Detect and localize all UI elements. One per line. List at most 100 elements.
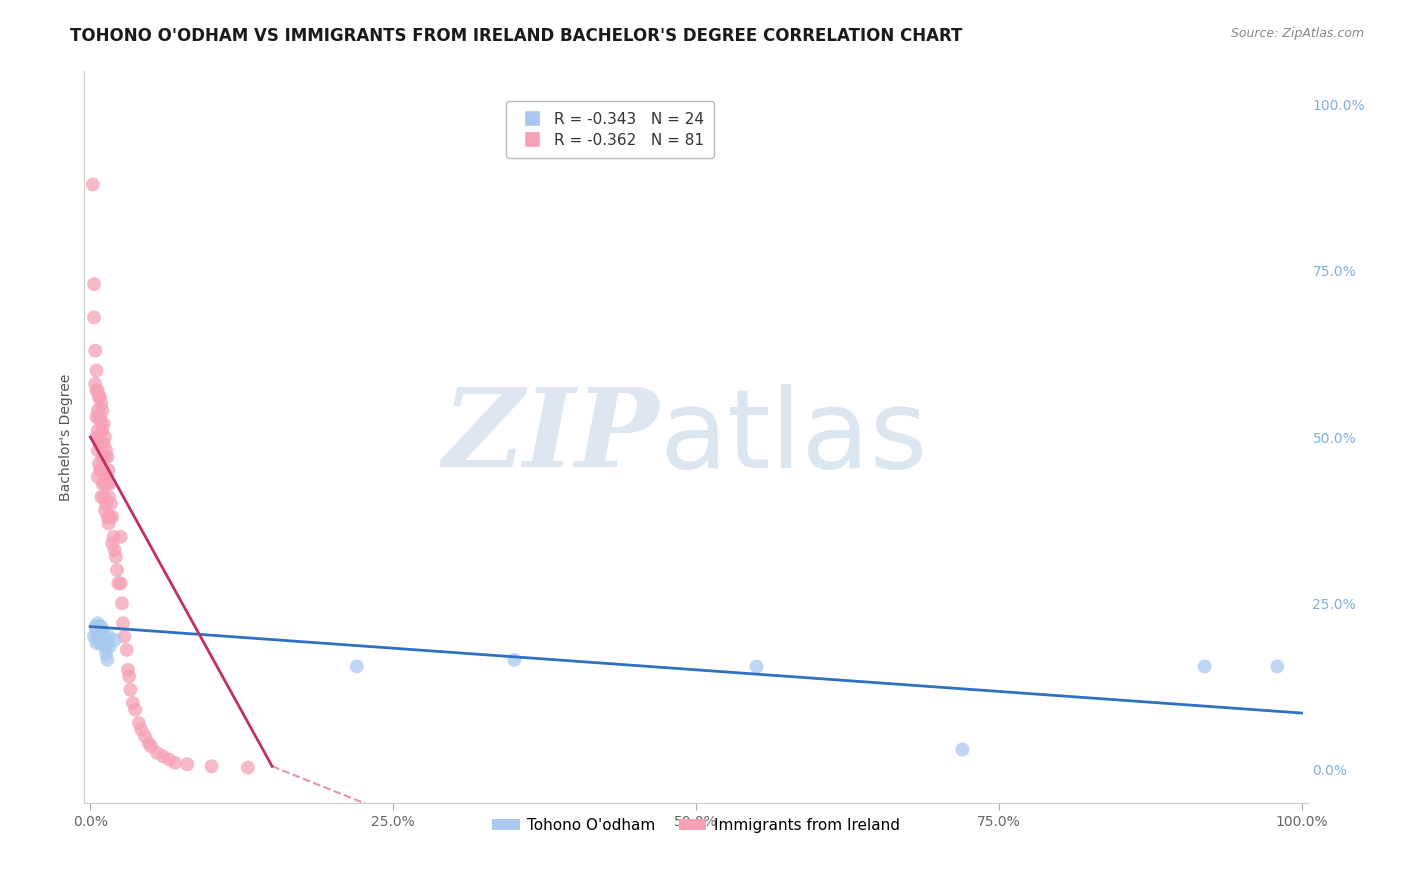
Point: [112, 630, 135, 644]
Point: [94, 450, 117, 464]
Point: [86, 443, 108, 458]
Point: [118, 669, 141, 683]
Point: [97, 630, 120, 644]
Point: [200, 759, 222, 773]
Point: [952, 742, 974, 756]
Point: [745, 659, 768, 673]
Point: [98, 476, 121, 491]
Point: [101, 509, 124, 524]
Point: [139, 739, 162, 754]
Point: [96, 509, 118, 524]
Point: [86, 424, 108, 438]
Point: [157, 753, 180, 767]
Point: [96, 470, 118, 484]
Point: [96, 476, 118, 491]
Point: [90, 619, 112, 633]
Point: [89, 390, 111, 404]
Point: [89, 623, 111, 637]
Point: [91, 450, 114, 464]
Point: [104, 543, 127, 558]
Point: [91, 424, 114, 438]
Point: [86, 384, 108, 398]
Point: [104, 549, 127, 564]
Point: [86, 623, 108, 637]
Point: [1265, 659, 1288, 673]
Point: [93, 417, 115, 431]
Legend: Tohono O'odham, Immigrants from Ireland: Tohono O'odham, Immigrants from Ireland: [486, 812, 905, 839]
Point: [236, 760, 259, 774]
Point: [101, 536, 124, 550]
Point: [89, 436, 111, 450]
Point: [96, 497, 118, 511]
Point: [93, 490, 115, 504]
Point: [91, 403, 114, 417]
Point: [90, 397, 112, 411]
Point: [87, 410, 110, 425]
Point: [503, 653, 526, 667]
Point: [96, 646, 118, 660]
Point: [87, 619, 110, 633]
Point: [86, 363, 108, 377]
Point: [104, 632, 127, 647]
Point: [1194, 659, 1216, 673]
Point: [83, 277, 105, 292]
Point: [89, 463, 111, 477]
Point: [110, 530, 132, 544]
Point: [103, 530, 125, 544]
Point: [90, 436, 112, 450]
Point: [86, 470, 108, 484]
Point: [83, 310, 105, 325]
Point: [87, 457, 110, 471]
Text: atlas: atlas: [659, 384, 928, 491]
Point: [97, 463, 120, 477]
Point: [115, 643, 138, 657]
Point: [96, 450, 118, 464]
Point: [87, 390, 110, 404]
Point: [105, 563, 128, 577]
Point: [93, 463, 115, 477]
Point: [94, 430, 117, 444]
Point: [86, 616, 108, 631]
Point: [91, 623, 114, 637]
Point: [89, 410, 111, 425]
Point: [89, 636, 111, 650]
Point: [165, 756, 187, 770]
Point: [98, 640, 121, 654]
Point: [128, 716, 150, 731]
Point: [146, 746, 169, 760]
Point: [124, 703, 146, 717]
Point: [86, 430, 108, 444]
Point: [346, 659, 368, 673]
Point: [82, 178, 104, 192]
Point: [111, 596, 134, 610]
Point: [93, 632, 115, 647]
Point: [117, 663, 139, 677]
Point: [90, 463, 112, 477]
Point: [97, 490, 120, 504]
Point: [87, 430, 110, 444]
Point: [93, 436, 115, 450]
Point: [94, 503, 117, 517]
Point: [90, 490, 112, 504]
Point: [94, 476, 117, 491]
Point: [121, 696, 143, 710]
Point: [90, 417, 112, 431]
Point: [84, 343, 107, 358]
Point: [138, 736, 160, 750]
Y-axis label: Bachelor's Degree: Bachelor's Degree: [59, 374, 73, 500]
Text: ZIP: ZIP: [443, 384, 659, 491]
Point: [152, 749, 174, 764]
Point: [98, 509, 121, 524]
Text: Source: ZipAtlas.com: Source: ZipAtlas.com: [1230, 27, 1364, 40]
Point: [86, 630, 108, 644]
Point: [86, 636, 108, 650]
Point: [129, 723, 152, 737]
Point: [107, 576, 129, 591]
Point: [176, 757, 198, 772]
Point: [86, 384, 108, 398]
Point: [94, 640, 117, 654]
Text: TOHONO O'ODHAM VS IMMIGRANTS FROM IRELAND BACHELOR'S DEGREE CORRELATION CHART: TOHONO O'ODHAM VS IMMIGRANTS FROM IRELAN…: [70, 27, 963, 45]
Point: [97, 516, 120, 531]
Point: [86, 403, 108, 417]
Point: [96, 443, 118, 458]
